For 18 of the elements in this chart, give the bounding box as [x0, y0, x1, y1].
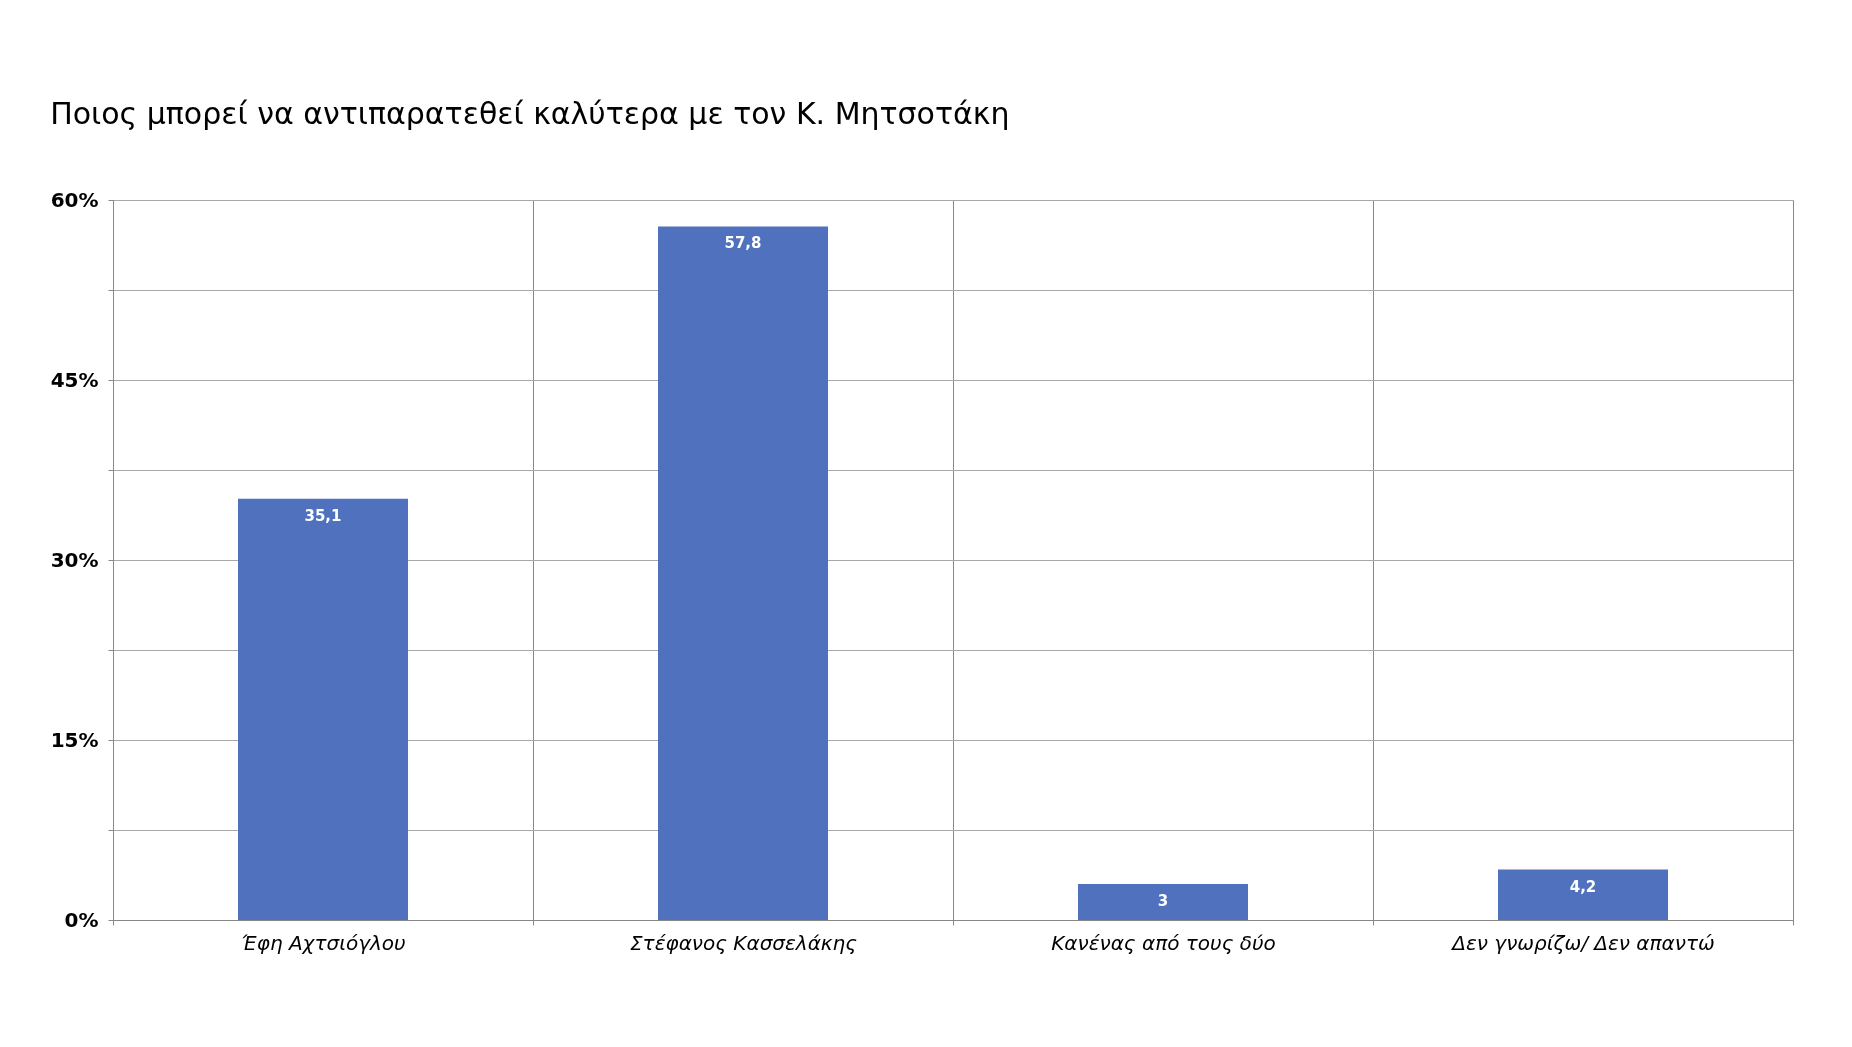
x-tick-label: Στέφανος Κασσελάκης	[629, 930, 858, 955]
bar	[1498, 869, 1668, 920]
bar	[1078, 884, 1248, 920]
chart-title: Ποιος μπορεί να αντιπαρατεθεί καλύτερα με τον Κ. Μητσοτάκη	[50, 96, 1010, 131]
y-tick-label: 15%	[50, 727, 99, 752]
data-label: 3	[1157, 892, 1169, 910]
x-tick-label: Κανένας από τους δύο	[1051, 930, 1276, 955]
y-tick-label: 30%	[50, 547, 99, 572]
x-tick-label: Δεν γνωρίζω/ Δεν απαντώ	[1450, 930, 1715, 955]
data-label: 35,1	[304, 506, 342, 525]
x-tick-label: Έφη Αχτσιόγλου	[241, 930, 406, 955]
data-label: 57,8	[724, 234, 762, 253]
data-label: 4,2	[1569, 877, 1597, 896]
bar	[238, 498, 408, 920]
y-tick-label: 0%	[64, 907, 99, 932]
bar	[658, 226, 828, 920]
y-tick-label: 45%	[50, 367, 99, 392]
y-tick-label: 60%	[50, 187, 99, 212]
